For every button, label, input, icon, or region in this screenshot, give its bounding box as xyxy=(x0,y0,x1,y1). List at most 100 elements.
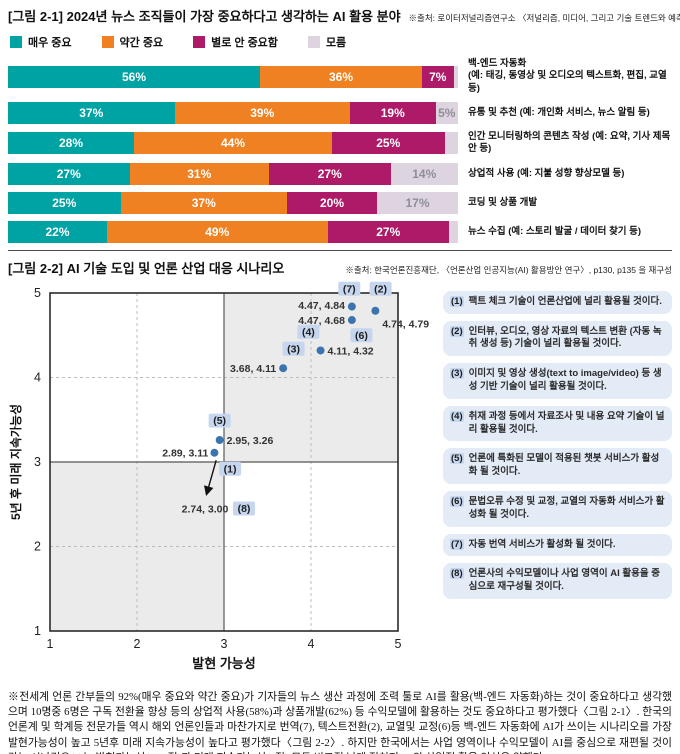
bar-segment: 37% xyxy=(120,191,287,214)
bar-row: 56% 36% 7% 백-엔드 자동화 (예: 태깅, 동영상 및 오디오의 텍스트화,… xyxy=(8,58,672,95)
point-number-badge-bg xyxy=(282,341,305,356)
x-axis-label: 발현 가능성 xyxy=(192,656,255,671)
x-tick-label: 2 xyxy=(134,637,141,651)
bar-segment: 49% xyxy=(107,220,328,243)
legend-swatch-icon xyxy=(193,36,206,48)
legend-swatch-icon xyxy=(10,36,22,48)
bar-row: 28% 44% 25% 인간 모니터링하의 콘텐츠 작성 (예: 요약, 기사 제목 … xyxy=(8,131,672,156)
point-number-badge: (4) xyxy=(302,326,315,338)
x-tick-label: 5 xyxy=(395,637,402,651)
scatter-point xyxy=(316,346,325,355)
bar-track: 22% 49% 27% xyxy=(8,220,458,243)
scenario-number-badge: (8) xyxy=(450,568,464,580)
point-value-label: 4.47, 4.84 xyxy=(298,300,345,312)
point-value-label: 2.74, 3.00 xyxy=(182,503,229,515)
fig2-header: [그림 2-2] AI 기술 도입 및 언론 산업 대응 시나리오 ※출처: 한… xyxy=(8,258,672,277)
scenario-text: 취재 과정 등에서 자료조사 및 내용 요약 기술이 널리 활용될 것이다. xyxy=(468,410,665,435)
bar-category-label: 뉴스 수집 (예: 스토리 발굴 / 데이터 찾기 등) xyxy=(468,225,642,237)
y-tick-label: 4 xyxy=(34,370,41,384)
scenario-item: (3) 이미지 및 영상 생성(text to image/video) 등 생성… xyxy=(443,363,672,399)
bar-row: 27% 31% 27% 14% 상업적 사용 (예: 지불 성향 향상모델 등) xyxy=(8,162,672,185)
plot-border xyxy=(49,291,399,632)
scenario-number-badge: (5) xyxy=(450,453,464,465)
scenario-number-badge: (3) xyxy=(450,368,464,380)
bar-category-label: 코딩 및 상품 개발 xyxy=(468,196,538,208)
scenario-text: 이미지 및 영상 생성(text to image/video) 등 생성 기반… xyxy=(468,368,662,392)
bar-track: 28% 44% 25% xyxy=(8,132,458,155)
point-value-label: 4.47, 4.68 xyxy=(298,315,345,327)
point-number-badge: (6) xyxy=(355,329,368,341)
y-tick-label: 2 xyxy=(34,539,41,553)
scenario-item: (5) 언론에 특화된 모델이 적용된 챗봇 서비스가 활성화 될 것이다. xyxy=(443,448,672,485)
point-number-badge-bg xyxy=(338,281,361,296)
scenario-number-badge: (2) xyxy=(450,325,464,337)
x-tick-label: 1 xyxy=(47,637,54,651)
bar-segment: 20% xyxy=(287,191,377,214)
scenario-number-badge: (7) xyxy=(450,538,464,550)
bar-segment: 22% xyxy=(8,220,107,243)
point-number-badge: (3) xyxy=(287,343,300,355)
legend-swatch-icon xyxy=(101,36,114,48)
bar-category-label: 유통 및 추천 (예: 개인화 서비스, 뉴스 알림 등) xyxy=(468,106,650,118)
fig1-source: ※출처: 로이터저널리즘연구소 〈저널리즘, 미디어, 그리고 기술 트렌드와 … xyxy=(408,13,680,23)
point-number-badge-bg xyxy=(369,281,392,296)
bar-segment: 31% xyxy=(129,162,269,185)
bar-segment: 56% xyxy=(8,65,260,88)
fig1-bars: 56% 36% 7% 백-엔드 자동화 (예: 태깅, 동영상 및 오디오의 텍스트화,… xyxy=(8,58,672,243)
scenario-item: (2) 인터뷰, 오디오, 영상 자료의 텍스트 변환 (자동 녹취 생성 등) … xyxy=(443,320,672,357)
bar-segment: 37% xyxy=(8,102,175,125)
bar-track: 37% 39% 19% 5% xyxy=(8,102,458,125)
bar-segment xyxy=(449,220,458,243)
scenario-list: (1) 팩트 체크 기술이 언론산업에 널리 활용될 것이다. (2) 인터뷰, 오디… xyxy=(443,279,672,682)
bar-segment: 44% xyxy=(134,132,332,155)
bar-track: 25% 37% 20% 17% xyxy=(8,191,458,214)
legend-label: 약간 중요 xyxy=(119,37,164,49)
point-number-badge: (5) xyxy=(213,415,226,427)
bar-row: 22% 49% 27% 뉴스 수집 (예: 스토리 발굴 / 데이터 찾기 등) xyxy=(8,220,672,243)
legend-item: 약간 중요 xyxy=(101,34,164,50)
bar-row: 25% 37% 20% 17% 코딩 및 상품 개발 xyxy=(8,191,672,214)
scatter-point xyxy=(347,315,356,324)
y-tick-label: 3 xyxy=(34,455,41,469)
bar-segment xyxy=(444,132,458,155)
scatter-point xyxy=(215,435,224,444)
point-number-badge-bg xyxy=(350,327,373,342)
point-number-badge: (2) xyxy=(374,283,387,295)
scenario-item: (8) 언론사의 수익모델이나 사업 영역이 AI 활용을 중심으로 재구성될 것… xyxy=(443,563,672,600)
point-value-label: 2.89, 3.11 xyxy=(162,447,208,459)
scenario-text: 언론사의 수익모델이나 사업 영역이 AI 활용을 중심으로 재구성될 것이다. xyxy=(468,568,661,593)
bar-segment: 5% xyxy=(435,102,458,125)
point-number-badge-bg xyxy=(208,413,231,428)
scatter-point xyxy=(347,302,356,311)
footnote-text: ※전세계 언론 간부들의 92%(매우 중요와 약간 중요)가 기자들의 뉴스 … xyxy=(8,690,672,754)
legend-item: 별로 안 중요함 xyxy=(193,34,278,50)
point-number-badge-bg xyxy=(219,461,242,476)
scatter-point xyxy=(210,448,219,457)
scenario-item: (1) 팩트 체크 기술이 언론산업에 널리 활용될 것이다. xyxy=(443,290,672,314)
y-tick-label: 1 xyxy=(34,624,41,638)
bar-segment: 27% xyxy=(327,220,449,243)
bar-segment: 27% xyxy=(8,162,130,185)
point-number-badge: (8) xyxy=(238,503,251,515)
scenario-number-badge: (1) xyxy=(450,295,464,307)
fig1-title: [그림 2-1] 2024년 뉴스 조직들이 가장 중요하다고 생각하는 AI … xyxy=(8,9,401,24)
scenario-text: 인터뷰, 오디오, 영상 자료의 텍스트 변환 (자동 녹취 생성 등) 기술이… xyxy=(468,325,662,350)
point-number-badge: (1) xyxy=(224,463,237,475)
bar-segment: 36% xyxy=(260,65,422,88)
bar-segment: 27% xyxy=(269,162,391,185)
bar-track: 27% 31% 27% 14% xyxy=(8,162,458,185)
bar-segment: 7% xyxy=(422,65,454,88)
figure-2-2: [그림 2-2] AI 기술 도입 및 언론 산업 대응 시나리오 ※출처: 한… xyxy=(8,258,672,682)
x-tick-label: 3 xyxy=(221,637,228,651)
scenario-item: (7) 자동 번역 서비스가 활성화 될 것이다. xyxy=(443,533,672,557)
figure-2-1: [그림 2-1] 2024년 뉴스 조직들이 가장 중요하다고 생각하는 AI … xyxy=(8,6,680,243)
bar-category-label: 백-엔드 자동화 (예: 태깅, 동영상 및 오디오의 텍스트화, 편집, 교열 … xyxy=(468,58,667,94)
fig1-header: [그림 2-1] 2024년 뉴스 조직들이 가장 중요하다고 생각하는 AI … xyxy=(8,6,680,25)
fig2-title: [그림 2-2] AI 기술 도입 및 언론 산업 대응 시나리오 xyxy=(8,260,285,276)
bar-segment: 17% xyxy=(377,191,458,214)
scatter-point xyxy=(371,306,380,315)
scenario-shift-arrow xyxy=(204,459,217,496)
scatter-svg: 1 2 3 4 5 1 2 3 4 5 발현 가능성 5년 후 미래 지속가능성 2.89, 3.11 (… xyxy=(8,281,429,671)
point-number-badge: (7) xyxy=(343,283,356,295)
legend-item: 모름 xyxy=(307,34,346,50)
